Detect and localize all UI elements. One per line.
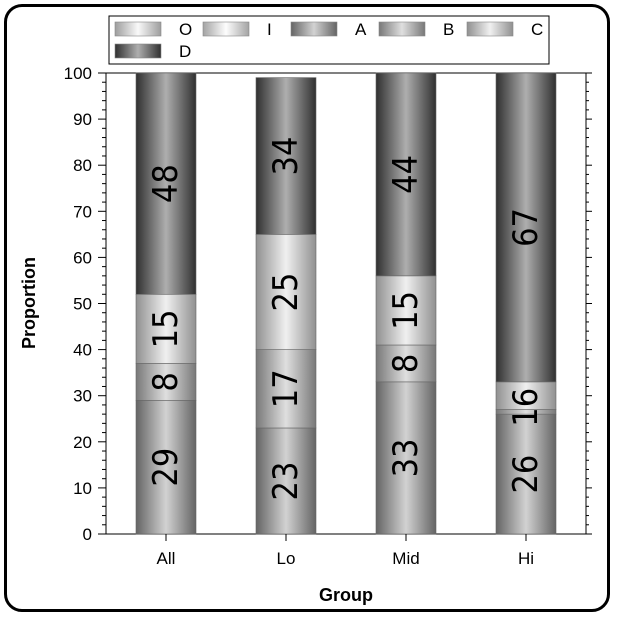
legend-item-b: B bbox=[378, 20, 454, 39]
legend-label: D bbox=[179, 42, 191, 61]
legend-label: C bbox=[531, 20, 543, 39]
legend-swatch bbox=[114, 21, 162, 37]
bar-segment-d bbox=[135, 72, 197, 295]
data-label: 8 bbox=[386, 354, 426, 373]
y-tick-label: 60 bbox=[73, 248, 92, 267]
legend-swatch bbox=[114, 43, 162, 59]
bar-segment-c bbox=[255, 234, 317, 350]
y-tick-label: 80 bbox=[73, 156, 92, 175]
data-label: 17 bbox=[266, 369, 306, 408]
data-label: 16 bbox=[506, 388, 546, 427]
legend-item-a: A bbox=[290, 20, 367, 39]
bar-segment-d bbox=[255, 77, 317, 235]
data-label: 67 bbox=[506, 208, 546, 247]
bar-segment-d bbox=[495, 72, 557, 383]
y-tick-label: 70 bbox=[73, 202, 92, 221]
bar-segment-c bbox=[135, 293, 197, 364]
bar-segment-c bbox=[375, 275, 437, 346]
bar-segment-b bbox=[135, 363, 197, 401]
legend-item-i: I bbox=[202, 20, 272, 39]
legend-swatch bbox=[290, 21, 338, 37]
x-axis-label: Group bbox=[319, 585, 373, 605]
legend-label: A bbox=[355, 20, 367, 39]
legend-swatch bbox=[466, 21, 514, 37]
legend-item-o: O bbox=[114, 20, 192, 39]
x-tick-label: All bbox=[157, 549, 176, 568]
bar-stack-lo: 023172534 bbox=[255, 77, 317, 535]
y-tick-label: 90 bbox=[73, 110, 92, 129]
y-tick-label: 20 bbox=[73, 433, 92, 452]
data-label: 26 bbox=[506, 455, 546, 494]
bar-segment-d bbox=[375, 72, 437, 277]
legend-item-c: C bbox=[466, 20, 543, 39]
data-label: 23 bbox=[266, 462, 306, 501]
bar-segment-b bbox=[375, 344, 437, 383]
data-label: 25 bbox=[266, 273, 306, 312]
data-label: 29 bbox=[146, 448, 186, 487]
bar-stack-mid: 03381544 bbox=[375, 72, 437, 535]
legend-label: O bbox=[179, 20, 192, 39]
x-axis: All Lo Mid Hi bbox=[157, 534, 534, 568]
data-label: 33 bbox=[386, 438, 426, 477]
legend: O I A B C D bbox=[108, 15, 550, 65]
y-axis: 0 10 20 30 40 50 60 70 80 90 100 bbox=[64, 64, 592, 544]
y-tick-label: 50 bbox=[73, 295, 92, 314]
bar-stack-hi: 0261667 bbox=[495, 72, 557, 535]
x-tick-label: Hi bbox=[518, 549, 534, 568]
legend-swatch bbox=[202, 21, 250, 37]
data-label: 15 bbox=[386, 291, 426, 330]
y-axis-label: Proportion bbox=[19, 257, 39, 349]
bar-segment-b bbox=[255, 349, 317, 429]
data-label: 44 bbox=[386, 155, 426, 194]
x-tick-label: Lo bbox=[277, 549, 296, 568]
x-tick-label: Mid bbox=[392, 549, 419, 568]
y-tick-label: 10 bbox=[73, 479, 92, 498]
legend-swatch bbox=[378, 21, 426, 37]
y-tick-label: 0 bbox=[83, 525, 92, 544]
bar-segment-a bbox=[135, 400, 197, 535]
bars: 02981548023172534033815440261667 bbox=[135, 72, 557, 535]
data-label: 8 bbox=[146, 372, 186, 391]
bar-segment-a bbox=[255, 427, 317, 535]
bar-segment-c bbox=[495, 381, 557, 410]
data-label: 48 bbox=[146, 164, 186, 203]
data-label: 34 bbox=[266, 137, 306, 176]
legend-label: B bbox=[443, 20, 454, 39]
legend-item-d: D bbox=[114, 42, 191, 61]
y-tick-label: 100 bbox=[64, 64, 92, 83]
y-tick-label: 40 bbox=[73, 341, 92, 360]
legend-label: I bbox=[267, 20, 272, 39]
data-label: 15 bbox=[146, 309, 186, 348]
y-tick-label: 30 bbox=[73, 387, 92, 406]
